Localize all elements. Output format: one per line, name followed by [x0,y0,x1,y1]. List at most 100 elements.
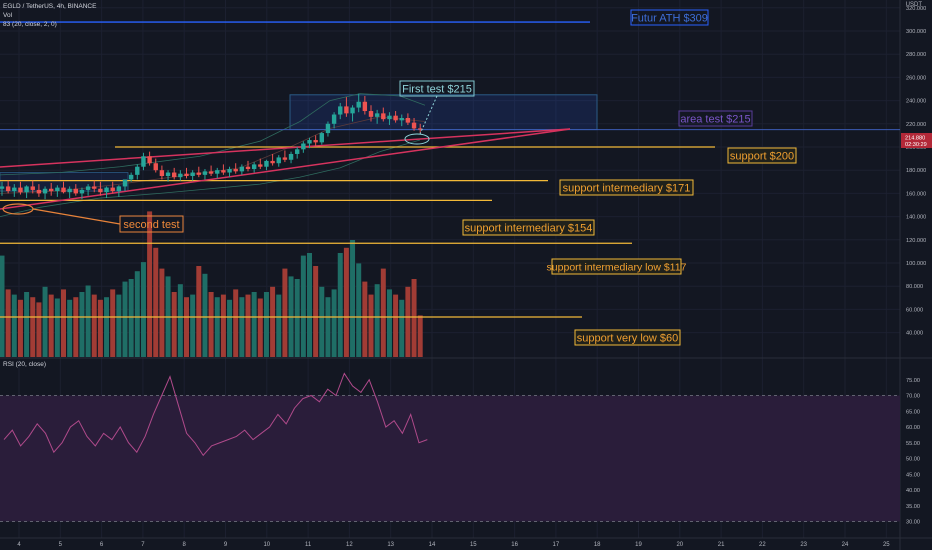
volume-bar [337,253,343,357]
support-171-label-box [559,179,694,196]
time-tick: 12 [346,542,353,548]
candle-body [307,140,312,144]
time-tick: 11 [305,542,312,548]
time-tick: 18 [594,542,601,548]
area-test-box [289,94,598,131]
rsi-tick: 55.00 [906,441,920,447]
support-200-label-box [727,147,797,164]
axes: 320.000 300.000 280.000 260.000 240.000 220.0… [17,6,932,548]
volume-bar [61,289,66,357]
support-117-label: support intermediary low $117 [547,261,687,273]
candle-body [61,187,66,193]
candle-body [30,186,35,190]
support-171-label: support intermediary $171 [563,182,691,194]
volume-bar [350,240,356,357]
volume-bar [313,266,319,357]
volume-bar [239,297,245,357]
candle-body [5,186,11,192]
volume-bar [417,315,423,357]
candle-body [159,170,165,176]
candle-body [282,157,288,160]
candles [0,93,423,200]
price-tick: 120.000 [906,238,926,244]
volume-bar [208,292,214,357]
volume-bar [276,294,282,357]
upper-trend-line [0,128,571,168]
volume-bar [362,281,368,357]
candle-body [79,189,85,194]
volume-bar [30,297,36,357]
price-tick: 100.000 [906,261,926,267]
price-tick: 260.000 [906,75,926,81]
ath-label-box [630,9,709,26]
volume-bar [5,289,11,357]
candle-body [405,118,411,123]
candle-body [368,111,374,117]
current-price: 214.880 [905,136,925,142]
volume-bar [220,294,226,357]
candle-body [344,106,349,114]
volume-legend[interactable]: Vol [3,12,13,19]
price-tick: 300.000 [906,29,926,35]
volume-bar [251,292,257,357]
candle-body [295,149,300,154]
rsi-band [0,395,900,522]
volume-bar [85,285,91,357]
ma-legend[interactable]: 83 (20, close, 2, 0) [3,21,57,28]
first-test-marker [404,133,430,145]
time-tick: 25 [883,542,890,548]
volume-bar [24,292,30,357]
support-117-label-box [551,258,682,275]
support-154-label-box [462,219,595,236]
candle-body [313,140,318,143]
volume-bar [380,268,386,357]
symbol-info[interactable]: EGLD / TetherUS, 4h, BINANCE [3,3,97,10]
candle-body [399,118,404,121]
time-tick: 20 [676,542,683,548]
candle-body [42,188,48,194]
volume-bar [263,292,269,357]
area-test-label: area test $215 [680,113,750,125]
volume-bar [202,273,208,357]
price-countdown: 02:30:29 [905,142,927,148]
time-tick: 19 [635,542,642,548]
volume-bar [184,297,189,357]
volume-bar [159,268,165,357]
candle-body [85,186,91,190]
volume-bar [48,294,54,357]
volume-bar [110,289,116,357]
time-tick: 16 [511,542,518,548]
volume-bar [399,299,405,357]
volume-bar [104,297,110,357]
candle-body [153,163,158,171]
support-60-label: support very low $60 [577,332,679,344]
candle-body [55,187,60,192]
volume-bar [356,263,362,357]
candle-body [202,171,208,175]
volume-bar [325,297,331,357]
volume-bar [374,284,380,357]
candle-body [239,166,245,172]
candle-body [0,186,5,189]
time-tick: 23 [800,542,807,548]
volume-bar [0,255,5,357]
rsi-tick: 50.00 [906,457,920,463]
rsi-line [3,372,428,457]
volume-bar [300,255,306,357]
rsi-legend[interactable]: RSI (20, close) [3,361,46,368]
bollinger-lower [0,139,421,217]
rsi-tick: 35.00 [906,504,920,510]
candle-body [319,133,324,143]
volume-bars [0,211,423,357]
volume-bar [177,284,183,357]
candle-body [325,123,331,134]
candle-body [221,170,226,173]
time-tick: 13 [387,542,394,548]
candle-body [92,186,97,189]
first-test-connector [419,95,438,135]
candle-body [362,101,368,112]
candle-body [387,115,392,120]
candle-body [258,164,263,167]
currency-label: USDT [905,2,922,8]
